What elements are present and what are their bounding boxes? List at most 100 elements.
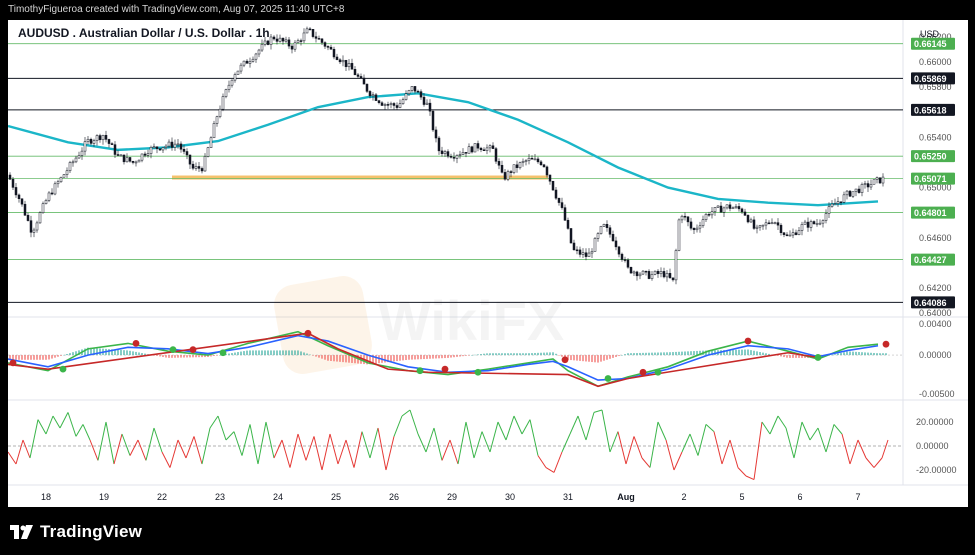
candle-body: [116, 154, 120, 156]
candle-body: [80, 150, 84, 156]
oscillator-histogram-bar: [141, 353, 143, 356]
momentum-segment: [82, 424, 91, 441]
momentum-axis-tick-label: -20.00000: [916, 465, 957, 475]
candle-body: [215, 116, 219, 124]
candle-body: [830, 203, 834, 207]
momentum-segment: [353, 431, 363, 468]
candle-body: [680, 215, 684, 221]
candle-body: [437, 137, 441, 152]
candle-body: [38, 212, 42, 224]
oscillator-histogram-bar: [12, 355, 14, 360]
candle-body: [431, 110, 435, 131]
oscillator-histogram-bar: [291, 350, 293, 356]
oscillator-histogram-bar: [570, 355, 572, 361]
oscillator-pane: 0.00400 0.00000 -0.00500: [7, 319, 955, 399]
candle-body: [164, 145, 168, 148]
candle-body: [89, 138, 93, 144]
candle-body: [212, 123, 216, 139]
momentum-segment: [201, 427, 211, 465]
oscillator-histogram-bar: [156, 355, 158, 356]
oscillator-histogram-bar: [282, 350, 284, 356]
time-axis-tick-label: 24: [273, 492, 283, 502]
oscillator-histogram-bar: [537, 352, 539, 356]
candle-body: [422, 96, 426, 105]
oscillator-histogram-bar: [330, 355, 332, 361]
oscillator-histogram-bar: [108, 349, 110, 356]
momentum-segment: [537, 455, 547, 468]
momentum-segment: [313, 436, 323, 471]
candle-body: [74, 157, 78, 163]
price-axis-tick-label: 0.64200: [919, 283, 952, 293]
candle-body: [299, 40, 303, 42]
candle-body: [326, 46, 330, 48]
oscillator-histogram-bar: [414, 355, 416, 360]
oscillator-histogram-bar: [732, 349, 734, 356]
oscillator-histogram-bar: [870, 352, 872, 356]
oscillator-histogram-bar: [804, 355, 806, 358]
chart-svg[interactable]: WikiFX 0.66200 0.66000 0.65800 0.65400 0.650…: [7, 20, 968, 507]
oscillator-histogram-bar: [585, 355, 587, 362]
candle-body: [725, 204, 729, 209]
momentum-segment: [409, 409, 419, 435]
oscillator-histogram-bar: [612, 355, 614, 358]
oscillator-histogram-bar: [765, 353, 767, 356]
candle-body: [461, 152, 465, 155]
momentum-segment: [697, 424, 707, 456]
candle-body: [770, 222, 774, 224]
price-axis-tick-label: 0.65000: [919, 183, 952, 193]
candle-body: [413, 86, 417, 92]
candle-body: [656, 270, 660, 275]
oscillator-cross-marker: [604, 375, 612, 382]
candle-body: [875, 177, 879, 180]
momentum-segment: [249, 424, 259, 465]
candle-body: [392, 103, 396, 106]
oscillator-histogram-bar: [312, 355, 314, 356]
candle-body: [572, 242, 576, 251]
candle-body: [845, 190, 849, 196]
oscillator-histogram-bar: [846, 351, 848, 356]
candle-body: [581, 252, 585, 255]
oscillator-histogram-bar: [231, 353, 233, 356]
candle-body: [365, 83, 369, 92]
candle-body: [563, 207, 567, 221]
momentum-segment: [633, 436, 643, 459]
candle-body: [323, 42, 327, 47]
candle-body: [71, 161, 75, 164]
oscillator-histogram-bar: [33, 355, 35, 360]
attribution-text: TimothyFigueroa created with TradingView…: [8, 4, 345, 15]
candle-body: [533, 158, 537, 161]
oscillator-histogram-bar: [366, 355, 368, 365]
candle-body: [344, 59, 348, 68]
candle-body: [224, 89, 228, 97]
candle-body: [32, 229, 36, 233]
momentum-segment: [281, 439, 291, 468]
oscillator-histogram-bar: [168, 355, 170, 358]
oscillator-histogram-bar: [684, 351, 686, 356]
oscillator-histogram-bar: [636, 353, 638, 356]
oscillator-histogram-bar: [729, 349, 731, 356]
momentum-segment: [377, 427, 387, 471]
brand: TradingView: [10, 520, 142, 544]
candle-body: [800, 224, 804, 231]
momentum-segment: [545, 467, 555, 473]
oscillator-histogram-bar: [759, 352, 761, 356]
oscillator-cross-marker: [416, 367, 424, 375]
oscillator-histogram-bar: [627, 353, 629, 356]
oscillator-histogram-bar: [348, 355, 350, 363]
candle-body: [389, 103, 393, 105]
oscillator-axis-tick-label: 0.00000: [919, 350, 952, 360]
candle-body: [110, 143, 114, 145]
candle-body: [458, 154, 462, 156]
oscillator-histogram-bar: [339, 355, 341, 362]
oscillator-histogram-bar: [657, 352, 659, 356]
oscillator-histogram-bar: [63, 354, 65, 356]
oscillator-histogram-bar: [375, 355, 377, 364]
candle-body: [659, 271, 663, 275]
oscillator-histogram-bar: [492, 353, 494, 356]
momentum-segment: [673, 451, 683, 471]
time-axis-tick-label: 30: [505, 492, 515, 502]
candle-body: [878, 177, 882, 184]
oscillator-histogram-bar: [207, 355, 209, 357]
candle-body: [104, 134, 108, 140]
chart-area[interactable]: WikiFX 0.66200 0.66000 0.65800 0.65400 0.650…: [7, 20, 968, 507]
